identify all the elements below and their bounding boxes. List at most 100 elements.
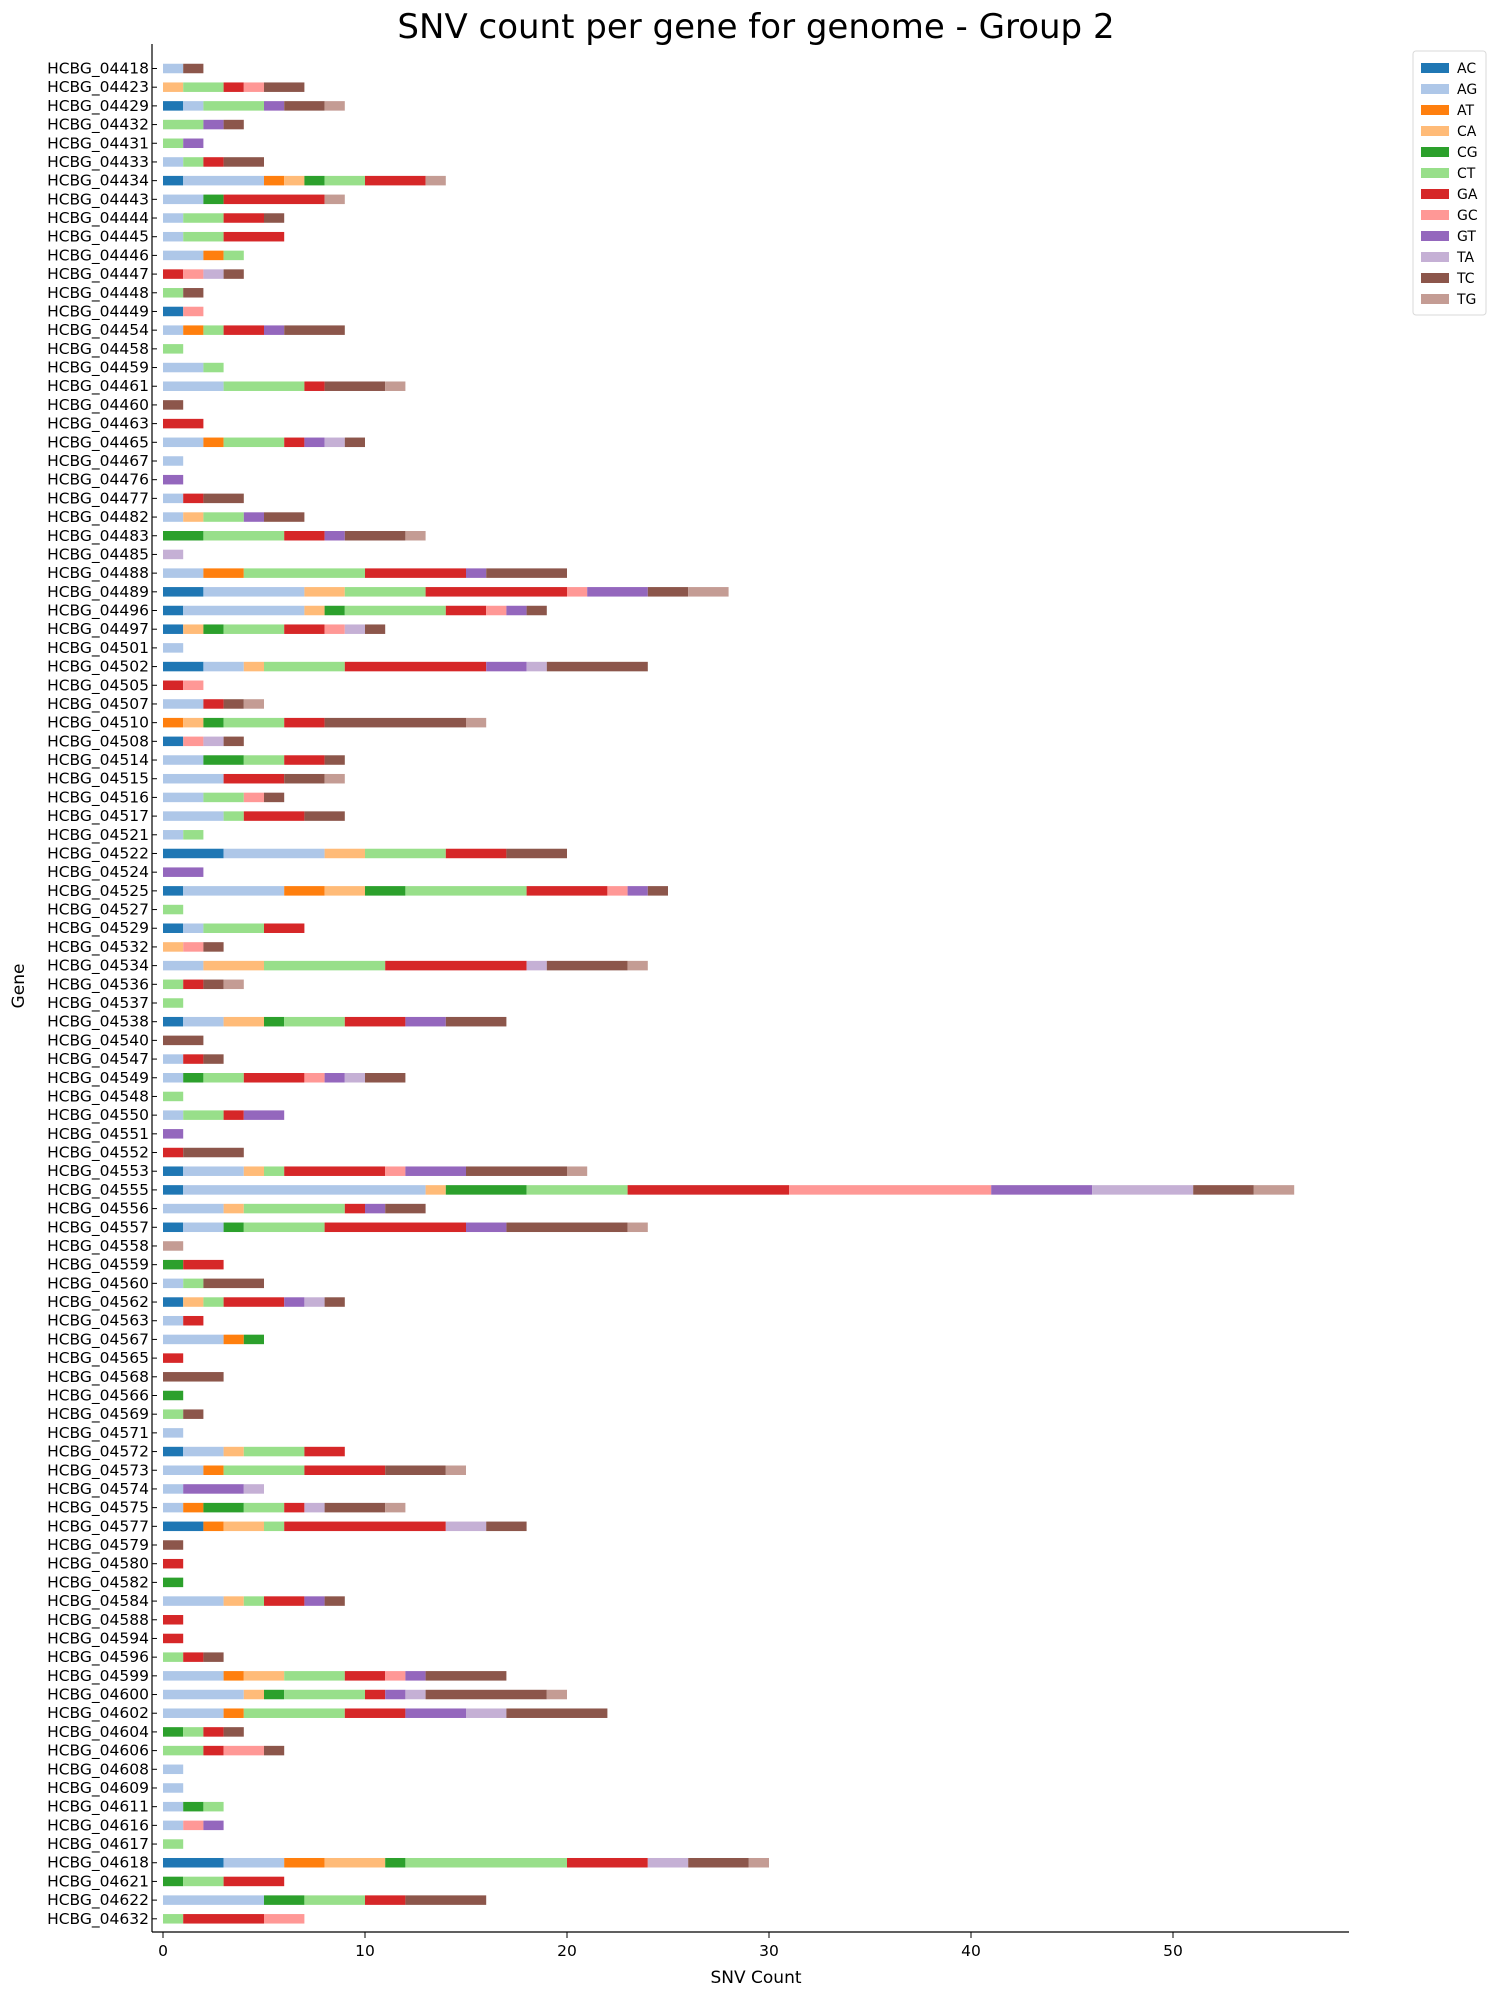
y-tick-label: HCBG_04536 xyxy=(47,975,149,994)
y-axis-label: Gene xyxy=(9,964,29,1009)
y-tick-label: HCBG_04611 xyxy=(47,1798,149,1817)
legend-swatch-GC xyxy=(1421,210,1449,220)
y-tick-label: HCBG_04433 xyxy=(47,153,149,172)
bar-segment-HCBG_04573-GA xyxy=(304,1465,386,1475)
bar-segment-HCBG_04482-CA xyxy=(183,512,204,522)
bar-segment-HCBG_04418-TC xyxy=(183,63,204,74)
bar-segment-HCBG_04562-CA xyxy=(183,1297,204,1307)
bar-segment-HCBG_04596-TC xyxy=(203,1652,224,1662)
y-tick-label: HCBG_04423 xyxy=(47,78,149,97)
y-tick-label: HCBG_04434 xyxy=(47,172,149,191)
bar-segment-HCBG_04444-CT xyxy=(183,213,224,223)
legend-swatch-TG xyxy=(1421,294,1449,304)
bar-segment-HCBG_04447-GC xyxy=(183,269,204,279)
y-tick-label: HCBG_04460 xyxy=(47,396,149,415)
bar-segment-HCBG_04525-CA xyxy=(324,886,365,896)
bar-segment-HCBG_04446-AG xyxy=(163,250,204,261)
bar-segment-HCBG_04423-GC xyxy=(243,82,264,92)
bar-segment-HCBG_04446-AT xyxy=(203,250,224,261)
y-tick-label: HCBG_04446 xyxy=(47,246,149,265)
bar-segment-HCBG_04550-AG xyxy=(163,1110,184,1120)
bar-segment-HCBG_04562-GT xyxy=(284,1297,305,1307)
bar-segment-HCBG_04461-AG xyxy=(163,381,224,391)
y-tick-label: HCBG_04454 xyxy=(47,321,149,340)
x-tick-label: 50 xyxy=(1163,1942,1183,1960)
bar-segment-HCBG_04532-CA xyxy=(163,942,184,952)
y-tick-label: HCBG_04559 xyxy=(47,1256,149,1275)
bar-segment-HCBG_04567-CG xyxy=(243,1334,264,1345)
y-tick-label: HCBG_04483 xyxy=(47,527,149,546)
y-tick-label: HCBG_04553 xyxy=(47,1162,149,1181)
bar-segment-HCBG_04618-AT xyxy=(284,1857,325,1868)
bar-segment-HCBG_04562-TC xyxy=(324,1297,345,1307)
bar-segment-HCBG_04501-AG xyxy=(163,643,184,653)
y-tick-label: HCBG_04566 xyxy=(47,1386,149,1405)
y-tick-label: HCBG_04516 xyxy=(47,788,149,807)
bar-segment-HCBG_04515-AG xyxy=(163,773,224,784)
bar-segment-HCBG_04454-CT xyxy=(203,325,224,335)
legend-swatch-TC xyxy=(1421,273,1449,283)
x-tick-label: 10 xyxy=(355,1942,375,1960)
y-tick-label: HCBG_04618 xyxy=(47,1854,149,1873)
bar-segment-HCBG_04575-AT xyxy=(183,1502,204,1513)
y-tick-label: HCBG_04602 xyxy=(47,1704,149,1723)
bar-segment-HCBG_04507-TC xyxy=(223,699,244,709)
bar-segment-HCBG_04508-TA xyxy=(203,736,224,747)
y-tick-label: HCBG_04502 xyxy=(47,658,149,677)
y-tick-label: HCBG_04588 xyxy=(47,1611,149,1630)
bar-segment-HCBG_04618-AG xyxy=(223,1857,285,1868)
bar-segment-HCBG_04444-AG xyxy=(163,213,184,223)
bar-segment-HCBG_04632-GA xyxy=(183,1914,264,1924)
y-tick-label: HCBG_04445 xyxy=(47,228,149,247)
bar-segment-HCBG_04444-TC xyxy=(264,213,285,223)
bar-segment-HCBG_04459-CT xyxy=(203,362,224,373)
bar-segment-HCBG_04600-CA xyxy=(243,1689,264,1700)
bar-segment-HCBG_04529-CT xyxy=(203,923,264,933)
bar-segment-HCBG_04553-GT xyxy=(405,1166,466,1176)
bar-segment-HCBG_04510-CT xyxy=(223,717,285,728)
bar-segment-HCBG_04522-TC xyxy=(506,848,567,859)
bar-segment-HCBG_04434-AC xyxy=(163,175,184,186)
bar-segment-HCBG_04429-AG xyxy=(183,101,204,111)
bar-segment-HCBG_04423-CA xyxy=(163,82,184,92)
x-tick-layer: 0 10 20 30 40 50 xyxy=(158,1932,1183,1960)
bar-segment-HCBG_04611-CG xyxy=(183,1801,204,1812)
x-axis-label: SNV Count xyxy=(710,1968,801,1988)
bar-segment-HCBG_04497-GC xyxy=(324,624,345,634)
bar-segment-HCBG_04572-GA xyxy=(304,1446,345,1457)
bar-segment-HCBG_04600-TA xyxy=(405,1689,426,1700)
bar-segment-HCBG_04602-GT xyxy=(405,1708,466,1718)
bar-segment-HCBG_04618-TG xyxy=(748,1857,769,1868)
bar-segment-HCBG_04443-AG xyxy=(163,194,204,205)
bar-segment-HCBG_04521-CT xyxy=(183,830,204,840)
bar-segment-HCBG_04621-CG xyxy=(163,1876,184,1887)
y-tick-label: HCBG_04573 xyxy=(47,1461,149,1480)
bar-segment-HCBG_04447-TA xyxy=(203,269,224,279)
bar-segment-HCBG_04502-CA xyxy=(243,661,264,672)
bar-segment-HCBG_04622-CT xyxy=(304,1895,365,1905)
x-tick-label: 30 xyxy=(759,1942,779,1960)
bar-segment-HCBG_04482-GT xyxy=(243,512,264,522)
bar-segment-HCBG_04594-GA xyxy=(163,1633,184,1644)
x-tick-label: 20 xyxy=(557,1942,577,1960)
bar-segment-HCBG_04584-AG xyxy=(163,1596,224,1606)
bar-segment-HCBG_04489-AG xyxy=(203,587,305,597)
y-tick-label: HCBG_04482 xyxy=(47,508,149,527)
bar-segment-HCBG_04454-AG xyxy=(163,325,184,335)
bar-segment-HCBG_04489-CT xyxy=(344,587,426,597)
bar-segment-HCBG_04434-CA xyxy=(284,175,305,186)
bar-segment-HCBG_04618-CA xyxy=(324,1857,386,1868)
bar-segment-HCBG_04496-TC xyxy=(526,605,547,616)
bar-segment-HCBG_04489-AC xyxy=(163,587,204,597)
y-tick-label: HCBG_04465 xyxy=(47,433,149,452)
bar-segment-HCBG_04606-TC xyxy=(264,1745,285,1756)
bar-segment-HCBG_04549-GT xyxy=(324,1073,345,1083)
bar-segment-HCBG_04577-TC xyxy=(486,1521,527,1532)
y-tick-label: HCBG_04443 xyxy=(47,190,149,209)
bar-segment-HCBG_04423-GA xyxy=(223,82,244,92)
bar-segment-HCBG_04622-GA xyxy=(365,1895,406,1905)
bar-segment-HCBG_04514-AG xyxy=(163,755,204,765)
bar-segment-HCBG_04555-GT xyxy=(991,1185,1093,1195)
legend-label-GC: GC xyxy=(1457,208,1478,224)
bar-segment-HCBG_04573-TC xyxy=(385,1465,446,1475)
